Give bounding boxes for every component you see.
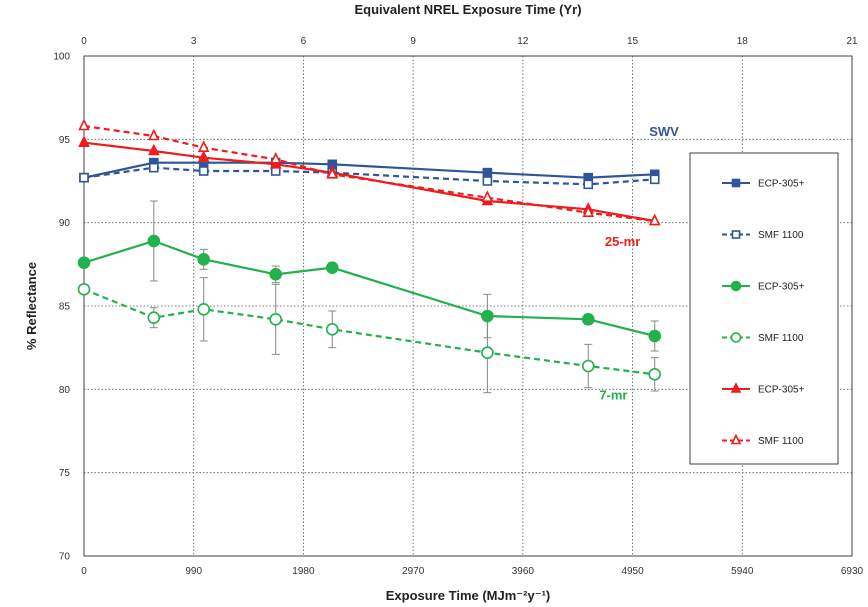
triangle-marker: [730, 382, 742, 393]
legend-label: SMF 1100: [758, 436, 804, 447]
series-line: [83, 239, 656, 338]
triangle-marker: [648, 213, 661, 226]
x2-tick-label: 9: [410, 36, 416, 47]
square-marker: [482, 176, 493, 186]
legend-items: ECP-305+ SMF 1100 ECP-305+ SMF 1100 ECP-305+…: [722, 178, 805, 447]
y-tick-label: 85: [59, 302, 71, 313]
triangle-marker: [197, 140, 210, 152]
x-tick-label: 5940: [731, 566, 754, 577]
square-marker: [731, 178, 741, 188]
circle-marker: [269, 313, 283, 326]
triangle-marker: [481, 190, 494, 202]
y-axis-title: % Reflectance: [24, 262, 39, 350]
square-marker: [198, 166, 209, 176]
circle-marker: [481, 309, 494, 323]
legend-label: ECP-305+: [758, 282, 805, 293]
circle-marker: [77, 283, 91, 296]
chart-annotation: SWV: [649, 124, 679, 139]
circle-marker: [325, 323, 339, 336]
x-tick-label: 3960: [512, 566, 535, 577]
series-lines: [83, 124, 656, 376]
series-line: [83, 161, 655, 179]
x2-tick-label: 0: [81, 36, 87, 47]
triangle-marker: [148, 143, 160, 156]
square-marker: [79, 172, 89, 183]
circle-marker: [581, 359, 595, 373]
circle-marker: [648, 329, 662, 343]
triangle-marker: [148, 128, 160, 141]
triangle-marker: [730, 433, 742, 445]
circle-marker: [147, 311, 161, 324]
square-marker: [149, 162, 159, 173]
circle-marker: [730, 332, 742, 343]
circle-marker: [197, 253, 210, 266]
legend-box: [689, 152, 839, 465]
x2-tick-label: 21: [846, 36, 858, 47]
square-marker: [583, 179, 594, 190]
y-tick-label: 80: [59, 385, 71, 396]
circle-marker: [269, 268, 283, 281]
x2-axis-title: Equivalent NREL Exposure Time (Yr): [354, 2, 581, 17]
y-tick-label: 90: [59, 218, 71, 229]
x2-tick-label: 12: [517, 36, 529, 47]
chart-annotation: 7-mr: [599, 387, 627, 402]
x-tick-label: 4950: [621, 566, 644, 577]
x-tick-label: 990: [185, 566, 202, 577]
triangle-marker: [269, 152, 282, 164]
circle-marker: [648, 368, 662, 381]
series-markers: [77, 118, 662, 381]
x2-tick-label: 3: [191, 36, 197, 47]
x2-tick-label: 15: [627, 36, 639, 47]
x2-tick-label: 18: [737, 36, 749, 47]
triangle-marker: [582, 205, 595, 217]
circle-marker: [481, 346, 494, 359]
square-marker: [649, 174, 660, 185]
y-tick-label: 70: [59, 552, 71, 563]
y-tick-label: 95: [59, 135, 71, 146]
circle-marker: [77, 256, 91, 269]
circle-marker: [730, 280, 742, 292]
annotations: SWV 25-mr 7-mr: [599, 124, 679, 402]
circle-marker: [325, 261, 339, 274]
circle-marker: [147, 234, 161, 248]
x-tick-label: 2970: [402, 566, 425, 577]
series-line: [83, 288, 655, 376]
legend-label: ECP-305+: [758, 179, 805, 190]
legend: ECP-305+ SMF 1100 ECP-305+ SMF 1100 ECP-305+…: [689, 152, 839, 465]
triangle-marker: [78, 118, 90, 131]
series-line: [83, 141, 655, 223]
circle-marker: [197, 303, 210, 316]
triangle-marker: [78, 135, 90, 147]
triangle-marker: [326, 167, 339, 179]
square-marker: [482, 167, 493, 178]
x2-tick-label: 6: [301, 36, 307, 47]
x-axis-title: Exposure Time (MJm⁻²y⁻¹): [386, 588, 550, 603]
y-tick-label: 100: [53, 52, 70, 63]
legend-label: ECP-305+: [758, 385, 805, 396]
triangle-marker: [197, 150, 210, 162]
circle-marker: [581, 313, 595, 326]
x-tick-label: 0: [81, 566, 87, 577]
series-line: [83, 166, 655, 186]
chart-annotation: 25-mr: [605, 234, 640, 249]
x-tick-label: 6930: [841, 566, 864, 577]
square-marker: [731, 230, 741, 239]
legend-label: SMF 1100: [758, 230, 804, 241]
y-tick-label: 75: [59, 468, 71, 479]
x-tick-label: 1980: [292, 566, 315, 577]
legend-label: SMF 1100: [758, 333, 804, 344]
series-line: [83, 124, 655, 223]
